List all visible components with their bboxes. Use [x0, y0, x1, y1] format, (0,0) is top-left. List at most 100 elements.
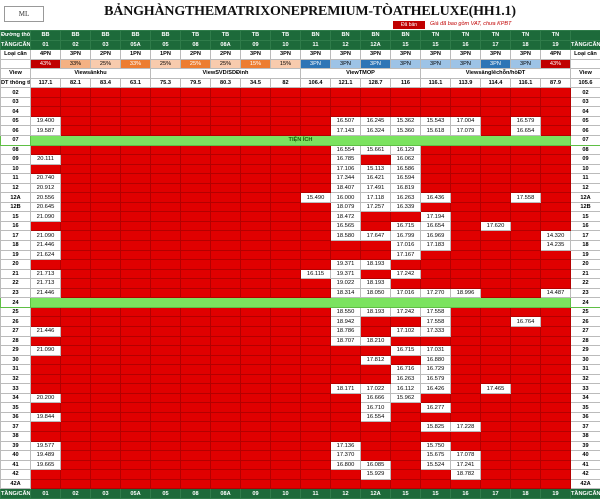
unit-available-19-01[interactable]: 21.624 — [30, 249, 61, 261]
unit-available-18-15[interactable]: 17.016 — [390, 240, 421, 251]
unit-available-30-12A[interactable]: 17.812 — [360, 354, 391, 366]
unit-available-18-01[interactable]: 21.446 — [30, 240, 61, 251]
unit-available-32-15[interactable]: 16.263 — [390, 373, 421, 385]
unit-available-23-15[interactable]: 17.016 — [390, 287, 421, 299]
unit-available-08-15[interactable]: 16.129 — [390, 144, 421, 156]
unit-available-37-15[interactable]: 15.825 — [420, 421, 451, 432]
unit-available-09-15[interactable]: 16.062 — [390, 154, 421, 165]
unit-available-29-15[interactable]: 17.031 — [420, 345, 451, 356]
column-header-15[interactable]: 15 — [420, 39, 451, 51]
unit-available-12A-12A[interactable]: 17.118 — [360, 192, 391, 203]
unit-available-11-01[interactable]: 20.740 — [30, 173, 61, 184]
unit-available-31-15[interactable]: 16.716 — [390, 364, 421, 375]
unit-available-41-12A[interactable]: 16.085 — [360, 459, 391, 471]
unit-available-16-15[interactable]: 16.715 — [390, 220, 421, 232]
unit-available-36-12A[interactable]: 16.554 — [360, 411, 391, 423]
unit-available-17-12A[interactable]: 17.647 — [360, 230, 391, 242]
unit-available-06-01[interactable]: 19.587 — [30, 125, 61, 136]
unit-available-12-01[interactable]: 20.912 — [30, 182, 61, 194]
unit-available-42-12A[interactable]: 15.929 — [360, 469, 391, 480]
unit-available-33-15[interactable]: 16.426 — [420, 383, 451, 394]
unit-available-12B-12[interactable]: 18.079 — [330, 201, 361, 213]
column-header-15[interactable]: 15 — [390, 39, 421, 51]
column-header-12[interactable]: 12 — [330, 39, 361, 51]
unit-available-06-15[interactable]: 15.618 — [420, 125, 451, 136]
unit-available-23-01[interactable]: 21.446 — [30, 287, 61, 299]
unit-available-20-12[interactable]: 19.371 — [330, 259, 361, 270]
column-header-10[interactable]: 10 — [270, 39, 301, 51]
unit-available-12-15[interactable]: 16.819 — [390, 182, 421, 194]
unit-available-29-15[interactable]: 16.715 — [390, 345, 421, 356]
unit-available-05-18[interactable]: 16.579 — [510, 115, 541, 127]
unit-available-28-12A[interactable]: 18.210 — [360, 335, 391, 347]
unit-available-21-01[interactable]: 21.713 — [30, 268, 61, 280]
unit-available-31-15[interactable]: 16.729 — [420, 364, 451, 375]
unit-available-35-12A[interactable]: 16.710 — [360, 402, 391, 413]
unit-available-18-15[interactable]: 17.183 — [420, 240, 451, 251]
unit-available-17-15[interactable]: 16.969 — [420, 230, 451, 242]
unit-available-27-15[interactable]: 17.102 — [390, 325, 421, 337]
unit-available-17-12[interactable]: 18.580 — [330, 230, 361, 242]
unit-available-12A-12[interactable]: 16.000 — [330, 192, 361, 203]
unit-available-25-15[interactable]: 17.242 — [390, 306, 421, 318]
unit-available-09-01[interactable]: 20.111 — [30, 154, 61, 165]
column-header-18[interactable]: 18 — [510, 39, 541, 51]
unit-available-05-12[interactable]: 16.507 — [330, 115, 361, 127]
unit-available-41-12[interactable]: 16.800 — [330, 459, 361, 471]
column-header-11[interactable]: 11 — [300, 39, 331, 51]
unit-available-23-16[interactable]: 18.996 — [450, 287, 481, 299]
column-header-03[interactable]: 03 — [90, 39, 121, 51]
unit-available-09-12[interactable]: 16.785 — [330, 154, 361, 165]
unit-available-29-01[interactable]: 21.090 — [30, 345, 61, 356]
unit-available-41-16[interactable]: 17.241 — [450, 459, 481, 471]
unit-available-39-01[interactable]: 19.577 — [30, 440, 61, 452]
unit-available-30-15[interactable]: 16.880 — [420, 354, 451, 366]
unit-available-06-18[interactable]: 16.654 — [510, 125, 541, 136]
unit-available-12A-11[interactable]: 15.490 — [300, 192, 331, 203]
unit-available-39-15[interactable]: 15.750 — [420, 440, 451, 452]
unit-available-08-12A[interactable]: 15.661 — [360, 144, 391, 156]
column-header-01[interactable]: 01 — [30, 39, 61, 51]
unit-available-41-01[interactable]: 19.665 — [30, 459, 61, 471]
unit-available-10-15[interactable]: 16.586 — [390, 163, 421, 175]
unit-available-06-12A[interactable]: 16.324 — [360, 125, 391, 136]
unit-available-18-19[interactable]: 14.235 — [540, 240, 571, 251]
unit-available-16-15[interactable]: 16.654 — [420, 220, 451, 232]
unit-available-34-15[interactable]: 15.962 — [390, 392, 421, 404]
unit-available-22-01[interactable]: 21.713 — [30, 278, 61, 289]
unit-available-17-15[interactable]: 16.799 — [390, 230, 421, 242]
unit-available-34-12A[interactable]: 16.666 — [360, 392, 391, 404]
unit-available-36-01[interactable]: 19.844 — [30, 411, 61, 423]
unit-available-21-11[interactable]: 16.115 — [300, 268, 331, 280]
unit-available-25-12[interactable]: 18.550 — [330, 306, 361, 318]
unit-available-32-15[interactable]: 16.579 — [420, 373, 451, 385]
unit-available-15-12[interactable]: 18.472 — [330, 211, 361, 222]
unit-available-21-15[interactable]: 17.242 — [390, 268, 421, 280]
unit-available-06-16[interactable]: 17.079 — [450, 125, 481, 136]
unit-available-42-16[interactable]: 18.782 — [450, 469, 481, 480]
unit-available-17-01[interactable]: 21.090 — [30, 230, 61, 242]
unit-available-26-15[interactable]: 17.558 — [420, 316, 451, 327]
column-header-17[interactable]: 17 — [480, 39, 511, 51]
unit-available-11-12[interactable]: 17.344 — [330, 173, 361, 184]
unit-available-05-15[interactable]: 15.362 — [390, 115, 421, 127]
unit-available-23-12[interactable]: 18.314 — [330, 287, 361, 299]
unit-available-08-12[interactable]: 16.554 — [330, 144, 361, 156]
unit-available-26-18[interactable]: 16.764 — [510, 316, 541, 327]
unit-available-16-17[interactable]: 17.620 — [480, 220, 511, 232]
unit-available-27-01[interactable]: 21.446 — [30, 325, 61, 337]
unit-available-06-12[interactable]: 17.143 — [330, 125, 361, 136]
unit-available-39-12[interactable]: 17.136 — [330, 440, 361, 452]
unit-available-23-15[interactable]: 17.270 — [420, 287, 451, 299]
unit-available-28-12[interactable]: 18.707 — [330, 335, 361, 347]
column-header-12A[interactable]: 12A — [360, 39, 391, 51]
unit-available-15-01[interactable]: 21.090 — [30, 211, 61, 222]
unit-available-22-12A[interactable]: 18.193 — [360, 278, 391, 289]
unit-available-11-12A[interactable]: 16.421 — [360, 173, 391, 184]
unit-available-05-16[interactable]: 17.004 — [450, 115, 481, 127]
unit-available-41-15[interactable]: 15.524 — [420, 459, 451, 471]
column-header-16[interactable]: 16 — [450, 39, 481, 51]
unit-available-10-12A[interactable]: 15.113 — [360, 163, 391, 175]
unit-available-12-12A[interactable]: 17.491 — [360, 182, 391, 194]
unit-available-33-15[interactable]: 16.112 — [390, 383, 421, 394]
